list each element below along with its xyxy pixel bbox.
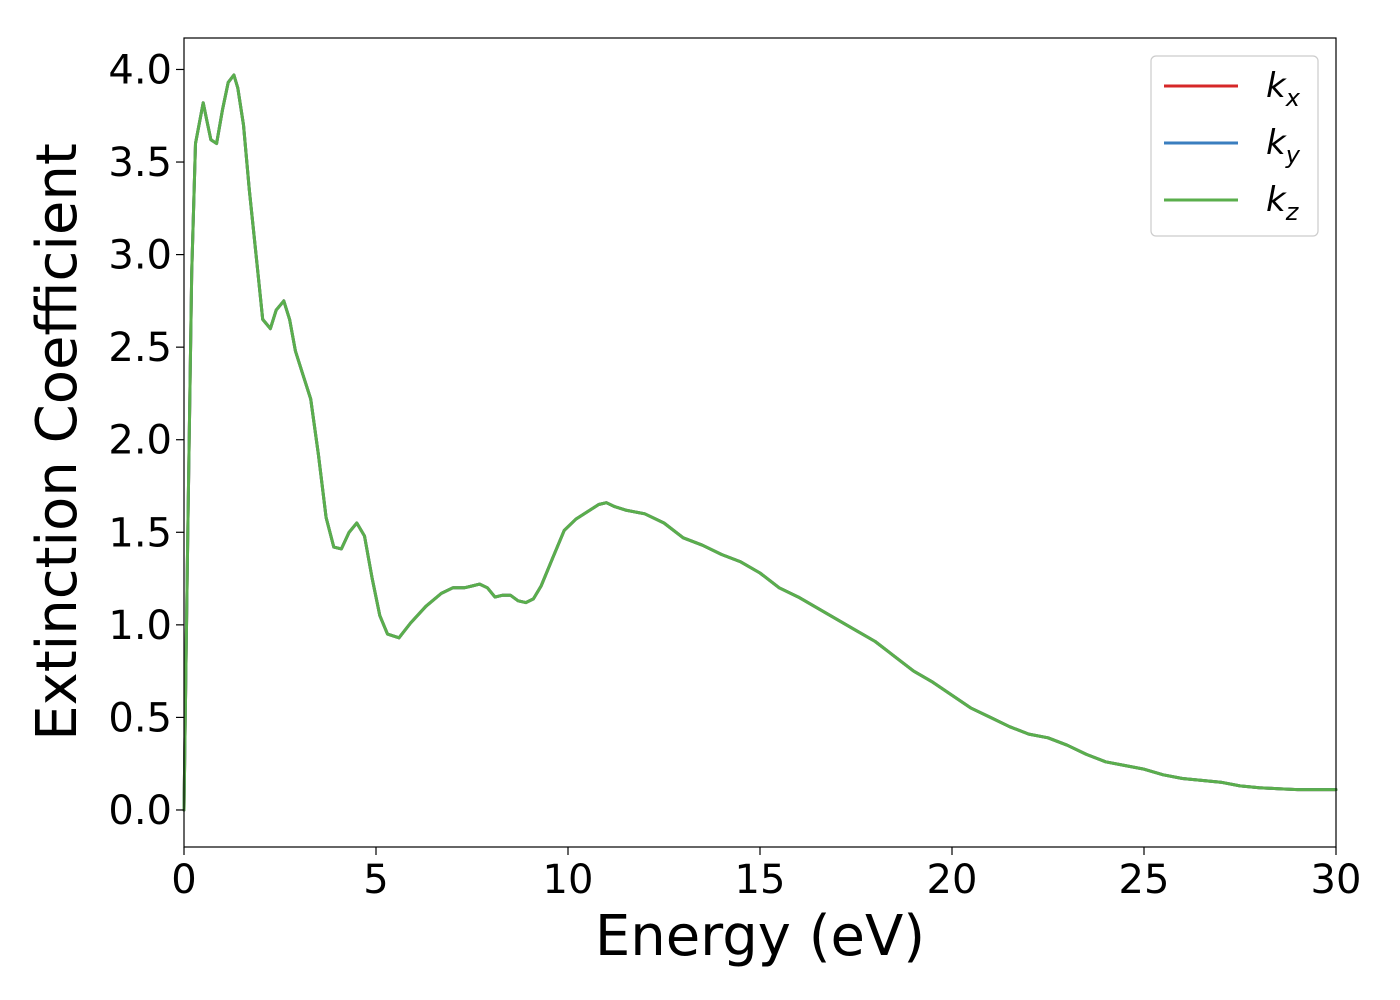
y-tick-label: 2.0	[108, 418, 172, 464]
y-axis-title: Extinction Coefficient	[25, 143, 90, 741]
legend-label-kx: kx	[1266, 66, 1301, 112]
y-axis-ticks: 0.0 0.5 1.0 1.5 2.0 2.5 3.0 3.5 4.0	[108, 47, 184, 834]
x-tick-label: 15	[735, 857, 786, 903]
y-tick-label: 0.5	[108, 695, 172, 741]
x-tick-label: 30	[1311, 857, 1362, 903]
legend-items: kx ky kz	[1164, 66, 1301, 226]
y-tick-label: 1.0	[108, 603, 172, 649]
x-tick-label: 25	[1119, 857, 1170, 903]
plot-lines	[182, 73, 1338, 812]
y-tick-label: 3.5	[108, 140, 172, 186]
y-tick-label: 2.5	[108, 325, 172, 371]
legend-box	[1150, 55, 1319, 237]
x-axis-ticks: 0 5 10 15 20 25 30	[171, 847, 1361, 903]
y-tick-label: 4.0	[108, 47, 172, 93]
x-tick-label: 0	[171, 857, 196, 903]
legend: kx ky kz	[1150, 55, 1319, 237]
x-axis-title: Energy (eV)	[595, 904, 925, 969]
y-tick-label: 1.5	[108, 510, 172, 556]
x-tick-label: 5	[363, 857, 388, 903]
series-line-kz	[182, 73, 1338, 812]
legend-label-kz: kz	[1266, 180, 1300, 226]
x-tick-label: 20	[927, 857, 978, 903]
legend-label-ky: ky	[1266, 123, 1301, 169]
y-tick-label: 3.0	[108, 233, 172, 279]
y-tick-label: 0.0	[108, 788, 172, 834]
x-tick-label: 10	[543, 857, 594, 903]
